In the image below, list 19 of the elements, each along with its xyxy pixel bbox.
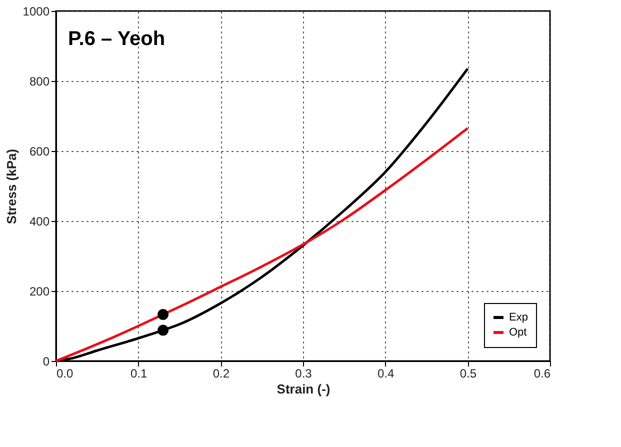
x-axis-title: Strain (-) — [276, 382, 330, 396]
legend-label: Exp — [509, 312, 528, 324]
text: P.6 – Yeoh — [68, 28, 166, 50]
x-tick-label: 0.0 — [56, 366, 74, 380]
y-tick-label: 400 — [29, 214, 50, 228]
y-tick-label: 800 — [29, 74, 50, 88]
x-tick-label: 0.4 — [377, 366, 394, 380]
x-tick-label: 0.6 — [534, 366, 551, 380]
x-tick-label: 0.1 — [130, 366, 148, 380]
legend-label: Opt — [509, 326, 527, 338]
y-tick-label: 200 — [29, 284, 50, 298]
x-tick-label: 0.5 — [460, 366, 477, 380]
line-series — [54, 127, 469, 362]
y-tick-label: 0 — [42, 354, 50, 368]
y-axis-title: Stress (kPa) — [4, 148, 19, 224]
y-tick-label: 1000 — [22, 4, 50, 18]
x-tick-label: 0.3 — [295, 366, 312, 380]
x-tick-label: 0.2 — [212, 366, 230, 380]
y-tick-label: 600 — [29, 144, 50, 158]
